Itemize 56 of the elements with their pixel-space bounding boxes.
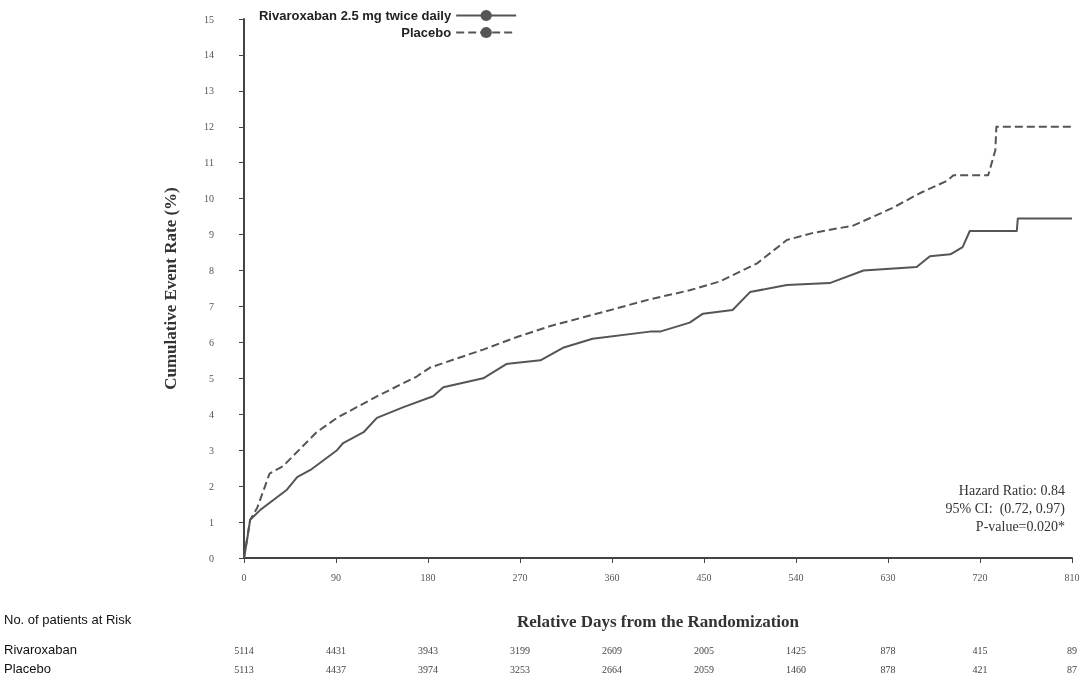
legend-label: Placebo: [401, 25, 452, 40]
y-tick-label: 14: [204, 49, 214, 61]
x-tick-label: 630: [880, 571, 896, 583]
y-tick-label: 15: [204, 13, 214, 25]
text: 421: [972, 663, 988, 675]
y-tick-label: 12: [204, 121, 214, 133]
y-tick-label: 7: [209, 300, 214, 312]
text: Placebo: [4, 661, 51, 676]
x-tick-label: 810: [1064, 571, 1080, 583]
text: 89: [1067, 644, 1077, 656]
x-tick-label: 180: [420, 571, 436, 583]
x-tick-label: 90: [331, 571, 341, 583]
text: 2664: [602, 663, 622, 675]
y-tick-label: 4: [209, 408, 214, 420]
text: 3943: [418, 644, 438, 656]
text: 4431: [326, 644, 346, 656]
y-tick-label: 6: [209, 336, 214, 348]
x-tick-label: 270: [512, 571, 528, 583]
text: Rivaroxaban: [4, 642, 77, 657]
text: 2609: [602, 644, 622, 656]
y-tick-label: 1: [209, 516, 214, 528]
y-tick-label: 5: [209, 372, 214, 384]
text: 5114: [234, 644, 254, 656]
text: 3199: [510, 644, 530, 656]
y-tick-label: 2: [209, 480, 214, 492]
text: 2059: [694, 663, 714, 675]
text: 2005: [694, 644, 714, 656]
x-tick-label: 0: [241, 571, 247, 583]
y-axis-title: Cumulative Event Rate (%): [161, 187, 180, 390]
text: 1460: [786, 663, 806, 675]
x-tick-label: 720: [972, 571, 988, 583]
text: 87: [1067, 663, 1077, 675]
text: No. of patients at Risk: [4, 612, 132, 627]
legend-label: Rivaroxaban 2.5 mg twice daily: [258, 8, 452, 23]
y-tick-label: 8: [209, 265, 214, 277]
text: 878: [880, 644, 896, 656]
text: 878: [880, 663, 896, 675]
text: 4437: [326, 663, 346, 675]
x-tick-label: 450: [696, 571, 712, 583]
text: 1425: [786, 644, 806, 656]
annotation: 95% CI: (0.72, 0.97): [945, 500, 1066, 517]
annotation: Hazard Ratio: 0.84: [958, 482, 1066, 498]
annotation: P-value=0.020*: [975, 518, 1066, 534]
y-tick-label: 0: [209, 552, 214, 564]
y-tick-label: 3: [209, 444, 214, 456]
y-tick-label: 11: [204, 157, 214, 169]
text: 3974: [418, 663, 438, 675]
text: 415: [972, 644, 988, 656]
x-tick-label: 540: [788, 571, 804, 583]
text: 3253: [510, 663, 530, 675]
text: 5113: [234, 663, 254, 675]
y-tick-label: 9: [209, 229, 214, 241]
y-tick-label: 10: [204, 193, 214, 205]
x-tick-label: 360: [604, 571, 620, 583]
y-tick-label: 13: [204, 85, 214, 97]
x-axis-title: Relative Days from the Randomization: [516, 612, 800, 631]
